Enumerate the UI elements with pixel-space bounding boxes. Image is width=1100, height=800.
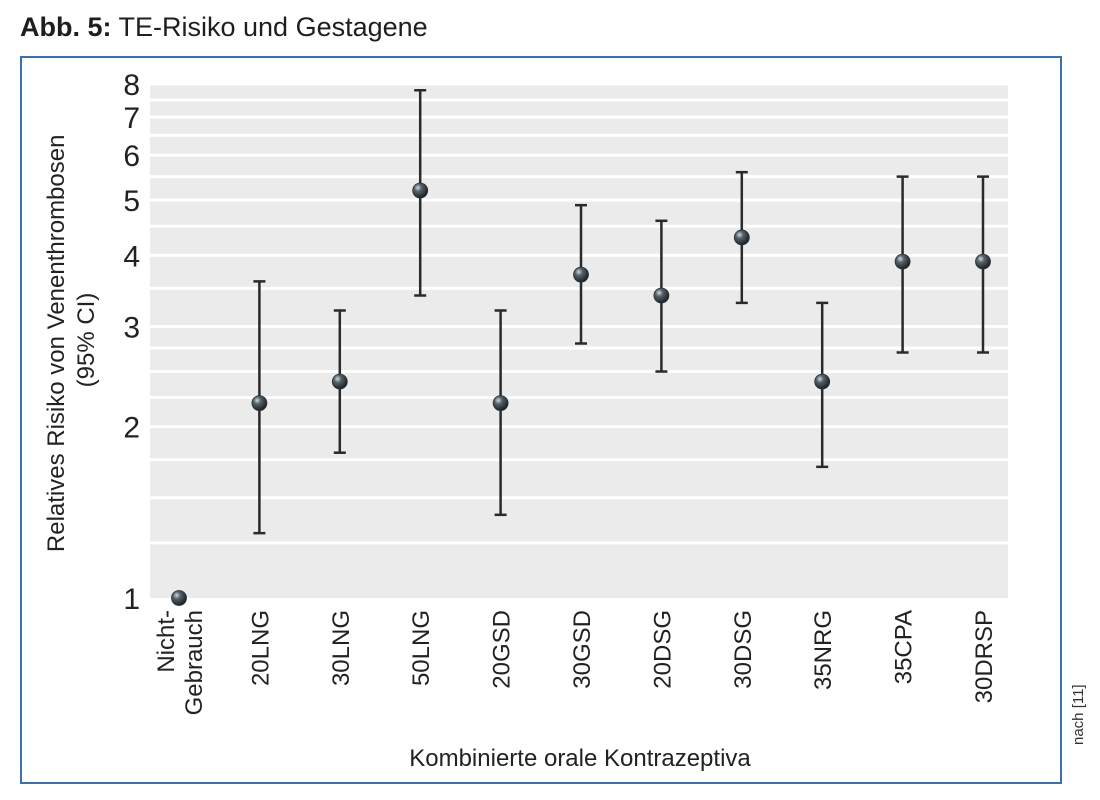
y-tick-label: 5 bbox=[123, 185, 140, 218]
x-tick-label: 35NRG bbox=[810, 610, 837, 690]
y-tick-label: 7 bbox=[123, 102, 140, 135]
x-tick-label: Nicht-Gebrauch bbox=[153, 610, 208, 715]
x-tick-label: 20LNG bbox=[247, 610, 274, 686]
x-tick-label-line: Gebrauch bbox=[181, 610, 208, 715]
x-tick-label-line: 50LNG bbox=[408, 610, 435, 686]
y-tick-label: 8 bbox=[123, 69, 140, 102]
y-tick-labels: 1 2 3 4 5 6 78 bbox=[123, 69, 140, 616]
y-axis-label: Relatives Risiko von Venenthrombosen (95… bbox=[43, 128, 100, 552]
data-point bbox=[492, 395, 509, 412]
data-points bbox=[171, 182, 991, 606]
figure-title: Abb. 5: TE-Risiko und Gestagene bbox=[20, 12, 428, 43]
x-tick-label-line: 35CPA bbox=[891, 610, 918, 684]
source-note: nach [11] bbox=[1070, 684, 1087, 745]
data-point bbox=[975, 253, 991, 270]
x-axis-label: Kombinierte orale Kontrazeptiva bbox=[409, 745, 751, 772]
x-tick-label-line: 30LNG bbox=[328, 610, 355, 686]
figure-label: Abb. 5: bbox=[20, 12, 112, 42]
data-point bbox=[814, 373, 831, 390]
x-tick-label-line: 30DSG bbox=[730, 610, 757, 689]
x-tick-label-line: 20DSG bbox=[649, 610, 676, 689]
figure-title-text: TE-Risiko und Gestagene bbox=[118, 12, 428, 42]
data-point bbox=[653, 287, 670, 304]
y-tick-label: 3 bbox=[123, 311, 140, 344]
x-tick-label-line: 20GSD bbox=[489, 610, 516, 689]
x-tick-label-line: 30DRSP bbox=[971, 610, 998, 703]
x-tick-label-line: Nicht- bbox=[153, 610, 180, 673]
data-point bbox=[733, 229, 750, 246]
x-tick-label: 20GSD bbox=[489, 610, 516, 689]
y-axis-label-line2: (95% CI) bbox=[73, 293, 100, 388]
x-tick-label: 35CPA bbox=[891, 610, 918, 684]
data-point bbox=[412, 182, 429, 199]
x-tick-label: 30LNG bbox=[328, 610, 355, 686]
gridlines bbox=[150, 82, 1008, 545]
y-tick-label: 6 bbox=[123, 140, 140, 173]
data-point bbox=[894, 253, 911, 270]
data-point bbox=[171, 590, 187, 606]
y-tick-label: 4 bbox=[123, 240, 140, 273]
x-tick-label: 30DRSP bbox=[971, 610, 998, 703]
x-tick-label: 30GSD bbox=[569, 610, 596, 689]
x-tick-label-line: 35NRG bbox=[810, 610, 837, 690]
data-point bbox=[331, 373, 348, 390]
x-tick-label-line: 20LNG bbox=[247, 610, 274, 686]
y-tick-label: 1 bbox=[123, 583, 140, 616]
plot-background bbox=[150, 84, 1008, 598]
data-point bbox=[251, 395, 268, 412]
x-tick-label: 30DSG bbox=[730, 610, 757, 689]
y-axis-label-line1: Relatives Risiko von Venenthrombosen bbox=[43, 135, 70, 553]
x-tick-labels: Nicht-Gebrauch 20LNG 30LNG 50LNG 20GSD 30GSD 2… bbox=[153, 610, 998, 715]
x-tick-label: 20DSG bbox=[649, 610, 676, 689]
x-tick-label: 50LNG bbox=[408, 610, 435, 686]
figure-frame bbox=[20, 56, 1062, 784]
data-point bbox=[573, 266, 589, 283]
x-tick-label-line: 30GSD bbox=[569, 610, 596, 689]
y-tick-label: 2 bbox=[123, 412, 140, 445]
